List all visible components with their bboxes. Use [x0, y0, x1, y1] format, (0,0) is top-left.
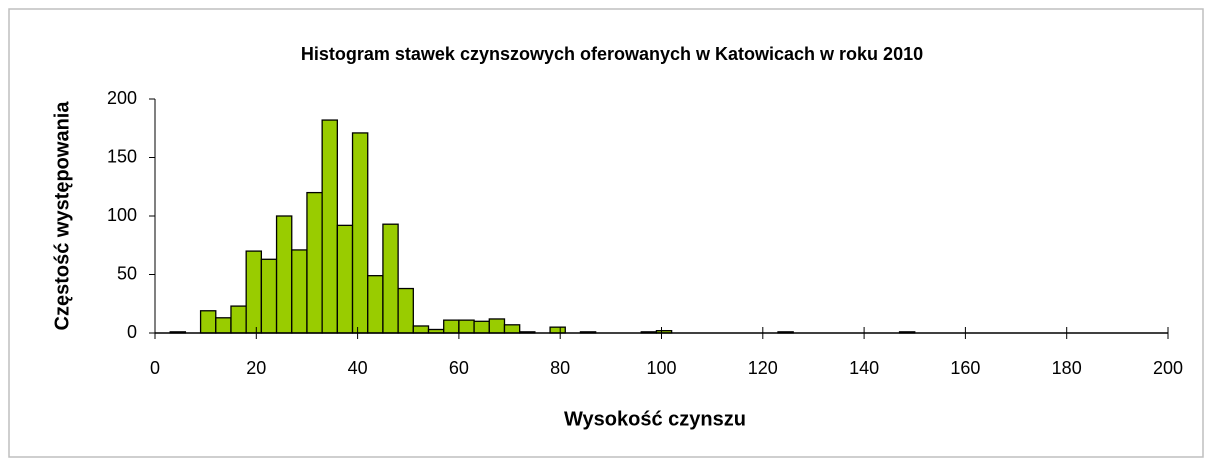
bar: [488, 318, 506, 334]
bar: [458, 319, 475, 334]
y-tick-label: 150: [107, 146, 137, 166]
y-tick-label: 100: [107, 205, 137, 225]
x-tick-label: 0: [150, 358, 160, 378]
x-tick-label: 40: [348, 358, 368, 378]
bar: [443, 319, 460, 334]
x-tick-label: 60: [449, 358, 469, 378]
bar: [230, 305, 247, 334]
bar: [199, 310, 217, 334]
bar: [367, 275, 384, 334]
chart-title: Histogram stawek czynszowych oferowanych…: [301, 44, 923, 64]
bar: [260, 258, 278, 334]
y-tick-label: 200: [107, 88, 137, 108]
y-axis-label: Częstość występowania: [51, 101, 73, 331]
bar: [291, 249, 308, 334]
x-tick-label: 120: [748, 358, 778, 378]
bar: [549, 326, 566, 334]
y-tick-label: 50: [117, 263, 137, 283]
x-tick-label: 80: [550, 358, 570, 378]
x-tick-label: 200: [1153, 358, 1183, 378]
bar: [275, 215, 293, 334]
x-tick-label: 100: [646, 358, 676, 378]
x-tick-label: 160: [950, 358, 980, 378]
bar: [215, 317, 232, 334]
bar: [306, 191, 323, 334]
chart-border: [8, 8, 1204, 458]
bar: [473, 320, 490, 334]
bar: [245, 250, 263, 334]
bar: [412, 325, 430, 334]
x-axis-label: Wysokość czynszu: [564, 408, 746, 430]
y-tick-label: 0: [127, 322, 137, 342]
bar: [382, 223, 399, 334]
bar: [503, 324, 521, 334]
x-tick-label: 20: [246, 358, 266, 378]
x-tick-label: 180: [1052, 358, 1082, 378]
bar: [351, 132, 369, 334]
x-tick-label: 140: [849, 358, 879, 378]
bar: [321, 119, 338, 334]
bar: [397, 287, 414, 334]
bar: [336, 224, 354, 334]
